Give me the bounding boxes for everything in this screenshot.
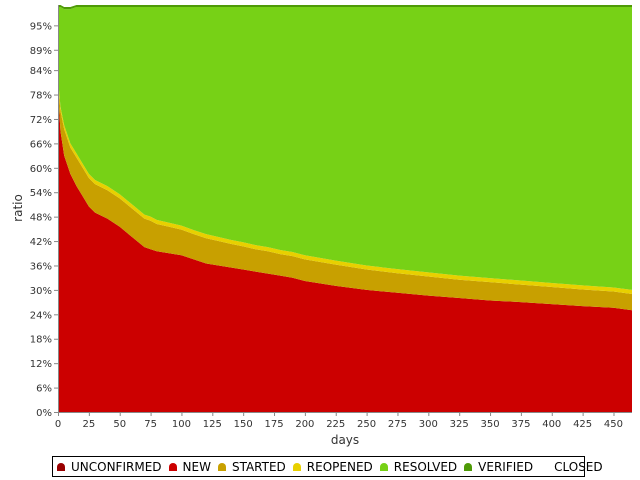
x-tick-label: 350 [480, 419, 499, 430]
x-tick-label: 0 [55, 419, 61, 430]
x-axis-title: days [331, 433, 359, 447]
x-tick-label: 100 [172, 419, 191, 430]
x-tick-label: 300 [419, 419, 438, 430]
y-tick-label: 84% [30, 66, 52, 77]
y-tick-label: 95% [30, 21, 52, 32]
legend-swatch [168, 462, 177, 471]
x-tick-label: 375 [511, 419, 530, 430]
x-tick-label: 275 [388, 419, 407, 430]
y-tick-label: 89% [30, 46, 52, 57]
legend-item-started: STARTED [217, 459, 286, 474]
x-tick-label: 125 [203, 419, 222, 430]
legend-item-resolved: RESOLVED [379, 459, 458, 474]
x-tick-label: 325 [450, 419, 469, 430]
x-tick-label: 25 [82, 419, 95, 430]
legend-label: CLOSED [554, 459, 603, 474]
y-tick-group: 0% 6% 12% 18% 24% 30% 36% 42% 48% 54% 60% 66% 72% 78%… [30, 21, 58, 419]
legend-item-unconfirmed: UNCONFIRMED [57, 460, 162, 474]
legend-swatch [57, 462, 65, 471]
legend-label: UNCONFIRMED [71, 459, 162, 474]
legend-label: NEW [182, 459, 211, 474]
y-tick-label: 48% [30, 213, 52, 224]
legend-label: REOPENED [306, 459, 373, 474]
x-tick-label: 450 [604, 419, 623, 430]
area-series-group [58, 5, 632, 412]
x-tick-label: 175 [264, 419, 283, 430]
y-tick-label: 78% [30, 91, 52, 102]
legend-item-closed: CLOSED [540, 460, 603, 474]
legend-swatch [292, 462, 301, 471]
area-series-new [58, 90, 632, 412]
area-series-resolved [58, 7, 632, 290]
x-tick-label: 425 [573, 419, 592, 430]
y-tick-label: 60% [30, 164, 52, 175]
legend-swatch [540, 463, 548, 471]
x-tick-label: 250 [357, 419, 376, 430]
y-tick-label: 0% [36, 408, 52, 419]
legend-label: RESOLVED [393, 459, 458, 474]
legend-item-new: NEW [168, 459, 211, 474]
legend-swatch [379, 462, 388, 471]
legend-item-reopened: REOPENED [292, 459, 373, 474]
legend-label: VERIFIED [478, 459, 534, 474]
y-tick-label: 66% [30, 139, 52, 150]
y-tick-label: 18% [30, 335, 52, 346]
y-tick-label: 36% [30, 261, 52, 272]
y-tick-label: 6% [36, 384, 52, 395]
x-tick-label: 225 [326, 419, 345, 430]
x-tick-label: 200 [295, 419, 314, 430]
y-tick-label: 54% [30, 188, 52, 199]
y-tick-label: 12% [30, 359, 52, 370]
y-tick-label: 42% [30, 237, 52, 248]
x-tick-label: 150 [234, 419, 253, 430]
legend-swatch [464, 462, 473, 471]
area-series-verified [58, 5, 632, 10]
chart-legend: UNCONFIRMED NEW STARTED REOPENED RESOLVED VER… [52, 456, 603, 477]
area-series-started [58, 82, 632, 311]
y-axis-title: ratio [11, 194, 25, 222]
x-tick-group: 0 25 50 75 100 125 150 175 200 225 250 275 300 325 350… [55, 412, 623, 430]
x-tick-label: 50 [113, 419, 126, 430]
y-tick-label: 72% [30, 115, 52, 126]
y-tick-label: 24% [30, 310, 52, 321]
legend-label: STARTED [231, 459, 286, 474]
legend-swatch [217, 462, 226, 471]
legend-item-verified: VERIFIED [464, 460, 533, 474]
x-tick-label: 75 [144, 419, 157, 430]
x-tick-label: 400 [542, 419, 561, 430]
y-tick-label: 30% [30, 286, 52, 297]
